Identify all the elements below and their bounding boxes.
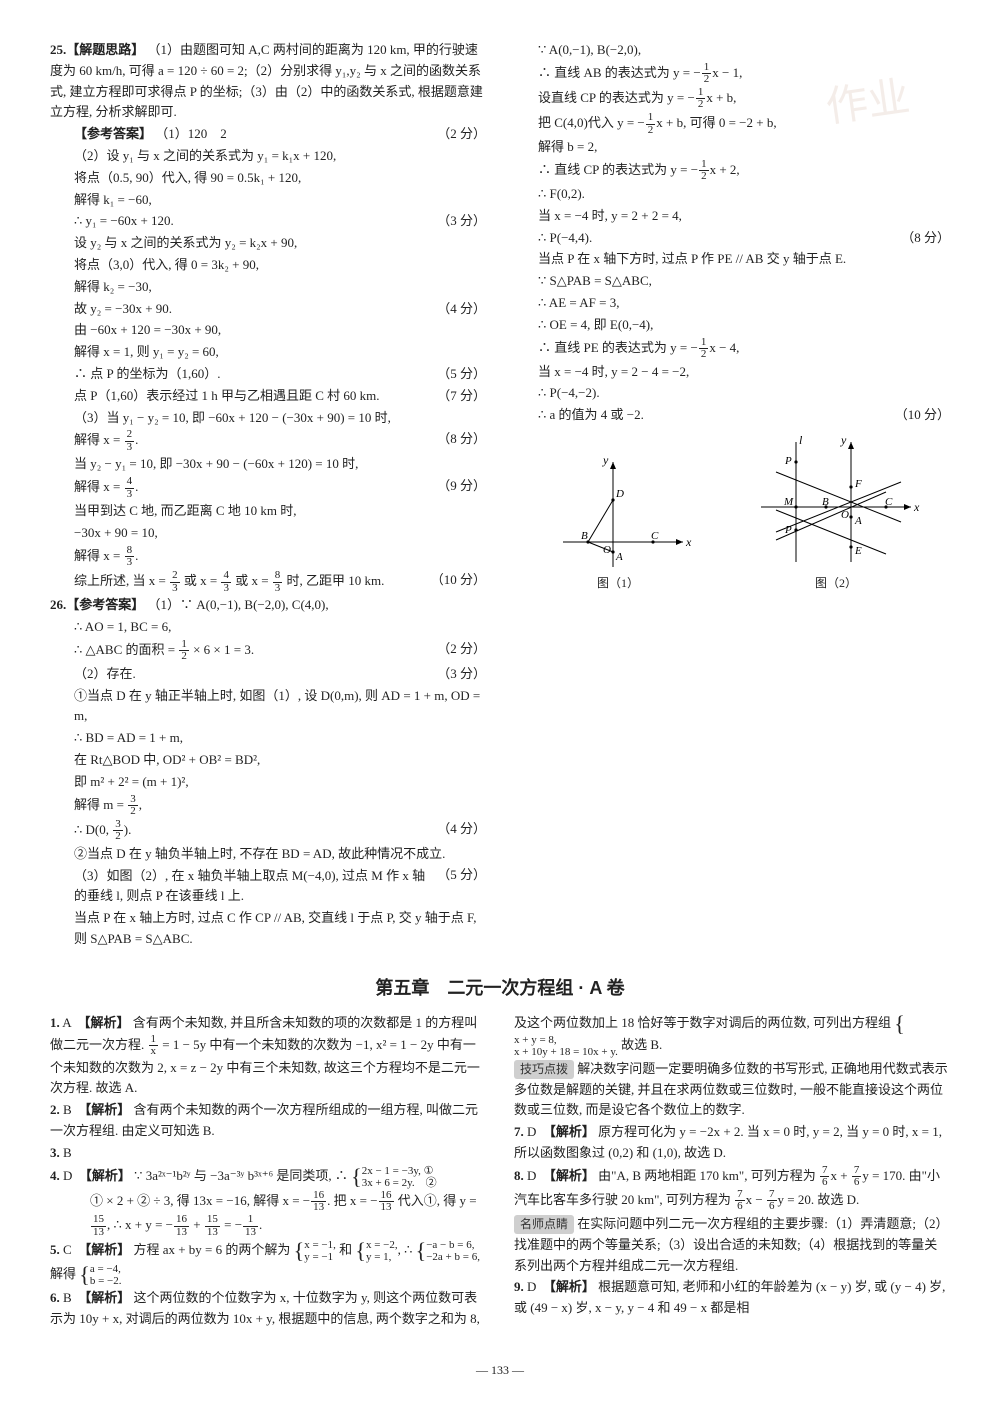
svg-text:D: D: [615, 488, 624, 500]
q25-ans1: （1）120 2: [155, 126, 227, 141]
q25-l13a: （3）当 y₁ − y₂ = 10, 即 −60x + 120 − (−30x …: [50, 408, 486, 429]
svg-text:A: A: [854, 515, 862, 527]
figures: x y O D B C A 图（1） x y l O M: [514, 432, 950, 593]
tip-badge: 名师点睛: [514, 1215, 574, 1234]
svg-text:M: M: [783, 496, 794, 508]
svg-text:x: x: [913, 500, 920, 514]
svg-text:l: l: [799, 433, 803, 447]
main-columns: 25.【解题思路】 （1）由题图可知 A,C 两村间的距离为 120 km, 甲…: [50, 40, 950, 960]
section2-columns: 1. A 【解析】 含有两个未知数, 并且所含未知数的项的次数都是 1 的方程叫…: [50, 1013, 950, 1343]
score: （9 分）: [437, 476, 486, 497]
q26-l2: ∴ AO = 1, BC = 6,: [50, 617, 486, 638]
q25-l10: 解得 x = 1, 则 y₁ = y₂ = 60,: [50, 342, 486, 363]
q25-l5: 设 y₂ 与 x 之间的关系式为 y₂ = k₂x + 90,: [50, 233, 486, 254]
q25-l13b: 解得 x =: [74, 432, 124, 447]
q25-l11: ∴ 点 P 的坐标为（1,60）.: [74, 366, 221, 381]
svg-text:C: C: [651, 530, 659, 542]
answer-label: 【参考答案】: [74, 126, 152, 141]
svg-text:x: x: [685, 535, 692, 549]
figure-2: x y l O M B C A F P P E 图（2）: [751, 432, 921, 593]
q25-l14a: 当 y₂ − y₁ = 10, 即 −30x + 90 − (−60x + 12…: [50, 454, 486, 475]
q25-l2: 将点（0.5, 90）代入, 得 90 = 0.5k₁ + 120,: [50, 168, 486, 189]
q25-id: 25.: [50, 42, 66, 57]
q26-l1: （1）∵ A(0,−1), B(−2,0), C(4,0),: [148, 597, 329, 612]
svg-text:y: y: [840, 433, 847, 447]
svg-text:y: y: [602, 453, 609, 467]
q26-id: 26.: [50, 597, 66, 612]
q25-l8: 故 y₂ = −30x + 90.: [74, 301, 172, 316]
q25-l12: 点 P（1,60）表示经过 1 h 甲与乙相遇且距 C 村 60 km.: [74, 388, 380, 403]
thinking-label: 【解题思路】: [66, 42, 144, 57]
score: （5 分）: [437, 364, 486, 385]
q25-l9: 由 −60x + 120 = −30x + 90,: [50, 320, 486, 341]
score: （4 分）: [437, 299, 486, 320]
score: （2 分）: [437, 124, 486, 145]
q25-l15: 当甲到达 C 地, 而乙距离 C 地 10 km 时,: [50, 501, 486, 522]
svg-text:P: P: [784, 455, 792, 467]
score: （3 分）: [437, 211, 486, 232]
tip-badge: 技巧点拨: [514, 1060, 574, 1079]
svg-text:A: A: [615, 551, 623, 563]
score: （8 分）: [437, 429, 486, 450]
q25-l4: ∴ y₁ = −60x + 120.: [74, 213, 174, 228]
figure-1: x y O D B C A 图（1）: [543, 452, 693, 593]
svg-text:E: E: [854, 545, 862, 557]
page-number: — 133 —: [50, 1361, 950, 1380]
score: （10 分）: [431, 570, 486, 591]
q25-l7: 解得 k₂ = −30,: [50, 277, 486, 298]
q25-l1: （2）设 y₁ 与 x 之间的关系式为 y₁ = k₁x + 120,: [50, 146, 486, 167]
score: （7 分）: [437, 386, 486, 407]
q25-l3: 解得 k₁ = −60,: [50, 190, 486, 211]
svg-text:B: B: [581, 530, 588, 542]
q25-l6: 将点（3,0）代入, 得 0 = 3k₂ + 90,: [50, 255, 486, 276]
q25-l16: −30x + 90 = 10,: [50, 523, 486, 544]
chapter-title: 第五章 二元一次方程组 · A 卷: [50, 974, 950, 1003]
svg-text:F: F: [854, 478, 862, 490]
